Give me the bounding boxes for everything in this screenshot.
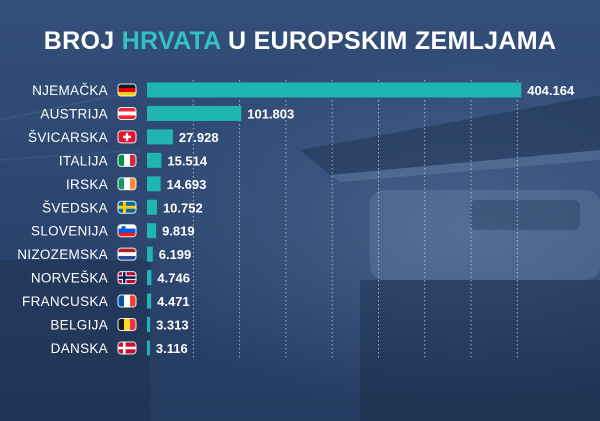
value-label: 15.514 xyxy=(167,153,208,168)
chart-row: FRANCUSKA 4.471 xyxy=(22,293,190,309)
bar xyxy=(147,199,157,215)
belgium-flag-icon xyxy=(117,318,137,331)
bar xyxy=(147,82,522,98)
category-label: ŠVEDSKA xyxy=(42,200,108,215)
bar xyxy=(147,340,150,356)
chart-row: ŠVICARSKA 27.928 xyxy=(28,129,219,145)
norway-flag-icon xyxy=(117,271,137,285)
austria-flag-icon xyxy=(117,106,137,120)
category-label: ŠVICARSKA xyxy=(28,130,108,145)
value-label: 3.313 xyxy=(156,318,189,333)
value-label: 101.803 xyxy=(247,106,294,121)
chart-rows: NJEMAČKA 404.164 AUSTRIJA 101.803 ŠVICARSKA 2… xyxy=(17,82,575,356)
chart-row: IRSKA 14.693 xyxy=(66,176,206,192)
title-part-1: BROJ xyxy=(43,27,122,55)
chart-row: SLOVENIJA 9.819 xyxy=(31,223,195,239)
value-label: 14.693 xyxy=(167,177,207,192)
bar xyxy=(147,270,152,286)
sweden-flag-icon xyxy=(117,200,137,214)
gridlines xyxy=(192,80,518,360)
chart-row: BELGIJA 3.313 xyxy=(50,317,189,333)
chart-row: ITALIJA 15.514 xyxy=(59,152,208,168)
category-label: NJEMAČKA xyxy=(32,83,108,98)
france-flag-icon xyxy=(117,294,137,308)
chart-row: DANSKA 3.116 xyxy=(51,340,188,356)
title-highlight: HRVATA xyxy=(121,27,221,55)
value-label: 3.116 xyxy=(156,341,188,356)
bar xyxy=(147,105,242,121)
category-label: ITALIJA xyxy=(59,153,108,168)
bar xyxy=(147,223,157,239)
category-label: NORVEŠKA xyxy=(31,271,108,286)
category-label: DANSKA xyxy=(51,341,108,356)
bar xyxy=(147,176,161,192)
switzerland-flag-icon xyxy=(117,130,137,144)
category-label: AUSTRIJA xyxy=(40,106,108,121)
value-label: 4.746 xyxy=(157,271,190,286)
category-label: IRSKA xyxy=(66,177,108,192)
chart-row: NORVEŠKA 4.746 xyxy=(31,270,190,286)
category-label: FRANCUSKA xyxy=(22,294,108,309)
bar xyxy=(147,129,173,145)
chart-title: BROJ HRVATA U EUROPSKIM ZEMLJAMA xyxy=(0,27,600,56)
value-label: 4.471 xyxy=(157,294,190,309)
category-label: NIZOZEMSKA xyxy=(17,247,108,262)
value-label: 10.752 xyxy=(163,200,203,215)
ireland-flag-icon xyxy=(117,177,137,191)
bar xyxy=(147,152,162,168)
chart-row: NJEMAČKA 404.164 xyxy=(32,82,575,98)
title-part-2: U EUROPSKIM ZEMLJAMA xyxy=(220,27,557,55)
bar xyxy=(147,293,152,309)
bar xyxy=(147,317,151,332)
denmark-flag-icon xyxy=(117,341,137,355)
slovenia-flag-icon xyxy=(117,224,137,238)
value-label: 6.199 xyxy=(159,247,192,262)
italy-flag-icon xyxy=(117,153,137,167)
netherlands-flag-icon xyxy=(117,247,137,261)
bar xyxy=(147,246,153,262)
category-label: SLOVENIJA xyxy=(31,224,108,239)
value-label: 9.819 xyxy=(162,224,195,239)
value-label: 404.164 xyxy=(527,83,575,98)
germany-flag-icon xyxy=(117,83,137,97)
chart-row: NIZOZEMSKA 6.199 xyxy=(17,246,192,262)
value-label: 27.928 xyxy=(179,130,219,145)
chart-row: ŠVEDSKA 10.752 xyxy=(42,199,203,215)
category-label: BELGIJA xyxy=(50,318,108,333)
chart-row: AUSTRIJA 101.803 xyxy=(40,105,294,121)
